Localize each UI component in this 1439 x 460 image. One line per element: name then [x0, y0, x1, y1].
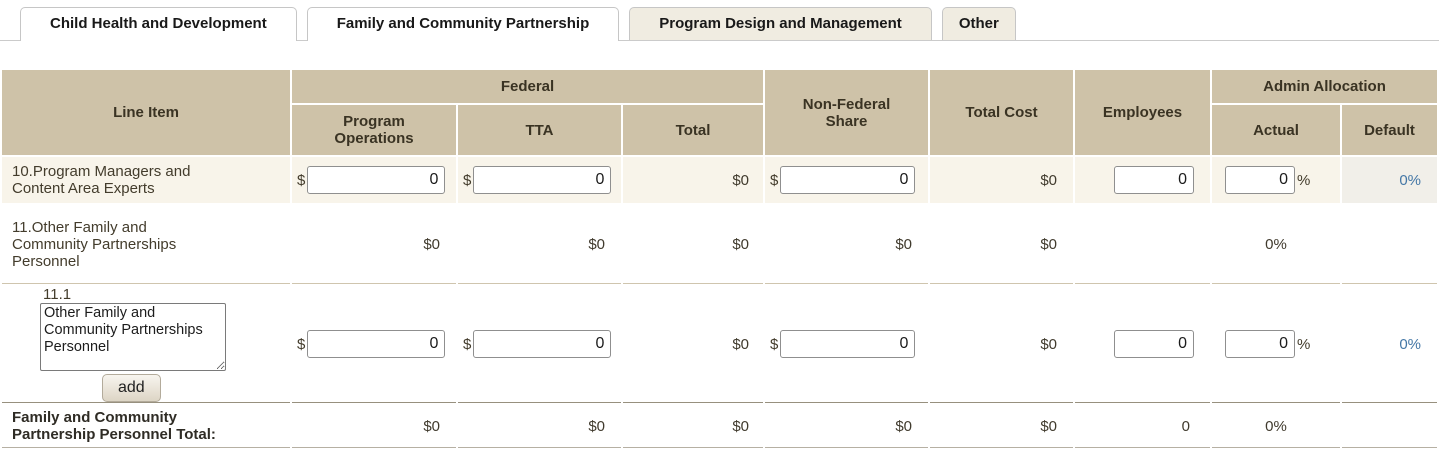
total-row-label: Family and Community Partnership Personn… [2, 405, 290, 448]
row-11-employees [1075, 205, 1210, 284]
row-10-employees-input[interactable] [1114, 166, 1194, 194]
row-10-default-cell: 0% [1342, 157, 1437, 203]
row-10-program-operations-input[interactable] [307, 166, 446, 194]
row-personnel-total: Family and Community Partnership Personn… [2, 405, 1437, 448]
percent-sign: % [1297, 171, 1311, 189]
row-11-tta: $0 [458, 205, 621, 284]
header-federal: Federal [292, 70, 763, 103]
total-total-cost: $0 [930, 405, 1073, 448]
header-program-operations: Program Operations [292, 105, 456, 155]
header-row-columns: Program Operations TTA Total Actual Defa… [2, 105, 1437, 155]
tab-child-health-and-development[interactable]: Child Health and Development [20, 7, 297, 41]
row-11-1-program-operations-cell: $ [292, 286, 456, 403]
budget-personnel-table: Line Item Federal Non-Federal Share Tota… [0, 68, 1439, 450]
row-11-1-description-textarea[interactable]: Other Family and Community Partnerships … [40, 303, 226, 371]
row-10-employees-cell [1075, 157, 1210, 203]
row-10-tta-input[interactable] [473, 166, 612, 194]
dollar-sign: $ [297, 171, 306, 189]
row-11-1-total-cost: $0 [930, 286, 1073, 403]
dollar-sign: $ [770, 171, 779, 189]
row-10-non-federal-cell: $ [765, 157, 928, 203]
row-11-non-federal: $0 [765, 205, 928, 284]
row-11-1-default-link[interactable]: 0% [1399, 335, 1421, 353]
dollar-sign: $ [770, 335, 779, 353]
dollar-sign: $ [463, 335, 472, 353]
header-admin-allocation: Admin Allocation [1212, 70, 1437, 103]
row-11-other-personnel: 11.Other Family and Community Partnershi… [2, 205, 1437, 284]
row-10-actual-input[interactable] [1225, 166, 1295, 194]
row-11-1-detail: 11.1 Other Family and Community Partners… [2, 286, 1437, 403]
row-11-1-actual-cell: % [1212, 286, 1340, 403]
header-actual: Actual [1212, 105, 1340, 155]
row-11-1-tta-cell: $ [458, 286, 621, 403]
row-11-label: 11.Other Family and Community Partnershi… [2, 205, 290, 284]
category-tab-bar: Child Health and Development Family and … [0, 0, 1439, 41]
row-11-1-actual-input[interactable] [1225, 330, 1295, 358]
header-line-item: Line Item [2, 70, 290, 155]
row-11-default [1342, 205, 1437, 284]
header-employees: Employees [1075, 70, 1210, 155]
total-employees: 0 [1075, 405, 1210, 448]
row-11-actual: 0% [1212, 205, 1340, 284]
header-total-cost: Total Cost [930, 70, 1073, 155]
row-10-non-federal-input[interactable] [780, 166, 916, 194]
row-10-federal-total: $0 [623, 157, 763, 203]
total-federal-total: $0 [623, 405, 763, 448]
row-11-1-tta-input[interactable] [473, 330, 612, 358]
row-10-default-link[interactable]: 0% [1399, 171, 1421, 189]
row-11-program-operations: $0 [292, 205, 456, 284]
percent-sign: % [1297, 335, 1311, 353]
row-10-total-cost: $0 [930, 157, 1073, 203]
row-11-1-employees-cell [1075, 286, 1210, 403]
tab-program-design-and-management[interactable]: Program Design and Management [629, 7, 932, 40]
total-non-federal: $0 [765, 405, 928, 448]
tab-family-and-community-partnership[interactable]: Family and Community Partnership [306, 7, 620, 41]
dollar-sign: $ [297, 335, 306, 353]
row-11-1-employees-input[interactable] [1114, 330, 1194, 358]
row-10-program-managers: 10.Program Managers and Content Area Exp… [2, 157, 1437, 203]
row-10-label: 10.Program Managers and Content Area Exp… [2, 157, 290, 203]
row-10-tta-cell: $ [458, 157, 621, 203]
row-11-1-non-federal-input[interactable] [780, 330, 916, 358]
row-10-program-operations-cell: $ [292, 157, 456, 203]
row-11-1-federal-total: $0 [623, 286, 763, 403]
dollar-sign: $ [463, 171, 472, 189]
total-default [1342, 405, 1437, 448]
total-actual: 0% [1212, 405, 1340, 448]
row-11-1-number: 11.1 [43, 286, 72, 303]
header-tta: TTA [458, 105, 621, 155]
row-11-1-non-federal-cell: $ [765, 286, 928, 403]
row-11-total-cost: $0 [930, 205, 1073, 284]
add-button[interactable]: add [102, 374, 161, 402]
row-11-1-default-cell: 0% [1342, 286, 1437, 403]
row-10-actual-cell: % [1212, 157, 1340, 203]
tab-other[interactable]: Other [941, 7, 1016, 40]
total-program-operations: $0 [292, 405, 456, 448]
header-non-federal-share: Non-Federal Share [765, 70, 928, 155]
total-tta: $0 [458, 405, 621, 448]
row-11-1-program-operations-input[interactable] [307, 330, 446, 358]
header-default: Default [1342, 105, 1437, 155]
header-total: Total [623, 105, 763, 155]
header-row-groups: Line Item Federal Non-Federal Share Tota… [2, 70, 1437, 155]
row-11-1-cell: 11.1 Other Family and Community Partners… [2, 286, 290, 403]
row-11-federal-total: $0 [623, 205, 763, 284]
